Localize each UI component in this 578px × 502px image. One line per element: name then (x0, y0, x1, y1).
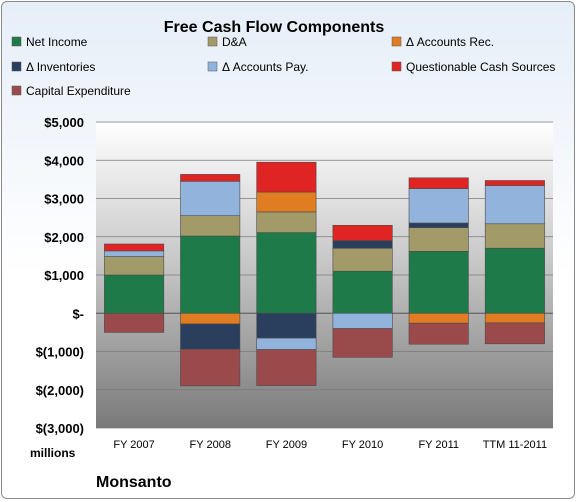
bar-segment (332, 312, 393, 329)
bar-segment (408, 177, 469, 189)
bar-segment (256, 337, 317, 350)
bar-segment (104, 256, 165, 276)
bar-segment (180, 181, 241, 217)
y-tick-label: $- (72, 306, 84, 321)
x-tick-label: FY 2008 (190, 439, 231, 451)
y-tick-label: $4,000 (44, 153, 84, 168)
bar-segment (484, 312, 545, 324)
legend-swatch (391, 61, 402, 72)
bar-segment (256, 191, 317, 213)
bar-segment (180, 348, 241, 387)
x-tick-label: FY 2007 (113, 439, 154, 451)
bar-segment (256, 232, 317, 314)
legend-label: D&A (222, 35, 247, 49)
y-tick-label: $(2,000) (36, 383, 84, 398)
y-tick-label: $5,000 (44, 115, 84, 130)
bar-segment (256, 349, 317, 386)
legend-label: Questionable Cash Sources (406, 60, 555, 74)
legend-label: Δ Accounts Rec. (406, 35, 494, 49)
bar-segment (408, 188, 469, 224)
bar-segment (484, 322, 545, 345)
x-tick-label: FY 2009 (266, 439, 307, 451)
bar-segment (104, 274, 165, 314)
bar-segment (180, 235, 241, 314)
y-axis-unit-label: millions (30, 446, 76, 460)
legend-swatch (11, 36, 22, 47)
legend-swatch (391, 36, 402, 47)
bar-segment (180, 215, 241, 237)
bar-segment (484, 180, 545, 186)
bar-segment (332, 240, 393, 249)
legend-swatch (11, 61, 22, 72)
bar-segment (484, 223, 545, 249)
legend-swatch (207, 36, 218, 47)
y-tick-label: $3,000 (44, 192, 84, 207)
bar-segment (408, 322, 469, 345)
bar-segment (256, 161, 317, 193)
bar-segment (408, 251, 469, 314)
bar-segment (332, 328, 393, 358)
bar-segment (180, 323, 241, 350)
bar-segment (332, 247, 393, 272)
bar-segment (104, 250, 165, 257)
bar-segment (180, 312, 241, 325)
bar-segment (256, 312, 317, 339)
y-axis: $5,000 $4,000 $3,000 $2,000 $1,000 $- $(1,000)… (36, 115, 84, 436)
y-tick-label: $2,000 (44, 230, 84, 245)
bar-segment (484, 185, 545, 225)
gridlines (96, 121, 553, 429)
legend-swatch (11, 85, 22, 96)
legend-label: Net Income (26, 35, 88, 49)
bar-segment (408, 222, 469, 228)
legend: Net Income D&A Δ Accounts Rec. Δ Inventorie… (11, 35, 555, 98)
company-name: Monsanto (96, 474, 172, 491)
bar-segment (332, 225, 393, 241)
bar-segment (256, 211, 317, 233)
y-tick-label: $(1,000) (36, 345, 84, 360)
chart-title: Free Cash Flow Components (164, 19, 385, 36)
bar-segment (484, 247, 545, 314)
bar-segment (332, 270, 393, 314)
bar-segment (104, 312, 165, 333)
y-tick-label: $(3,000) (36, 421, 84, 436)
bars (104, 161, 545, 387)
x-axis: FY 2007 FY 2008 FY 2009 FY 2010 FY 2011 TTM 1… (113, 439, 547, 451)
x-tick-label: FY 2011 (418, 439, 459, 451)
bar-segment (408, 312, 469, 324)
y-tick-label: $1,000 (44, 268, 84, 283)
bar-segment (104, 243, 165, 252)
bar-segment (180, 174, 241, 182)
legend-label: Capital Expenditure (26, 84, 131, 98)
legend-label: Δ Accounts Pay. (222, 60, 309, 74)
legend-label: Δ Inventories (26, 60, 95, 74)
legend-swatch (207, 61, 218, 72)
bar-segment (408, 227, 469, 252)
x-tick-label: FY 2010 (342, 439, 383, 451)
x-tick-label: TTM 11-2011 (483, 439, 547, 451)
